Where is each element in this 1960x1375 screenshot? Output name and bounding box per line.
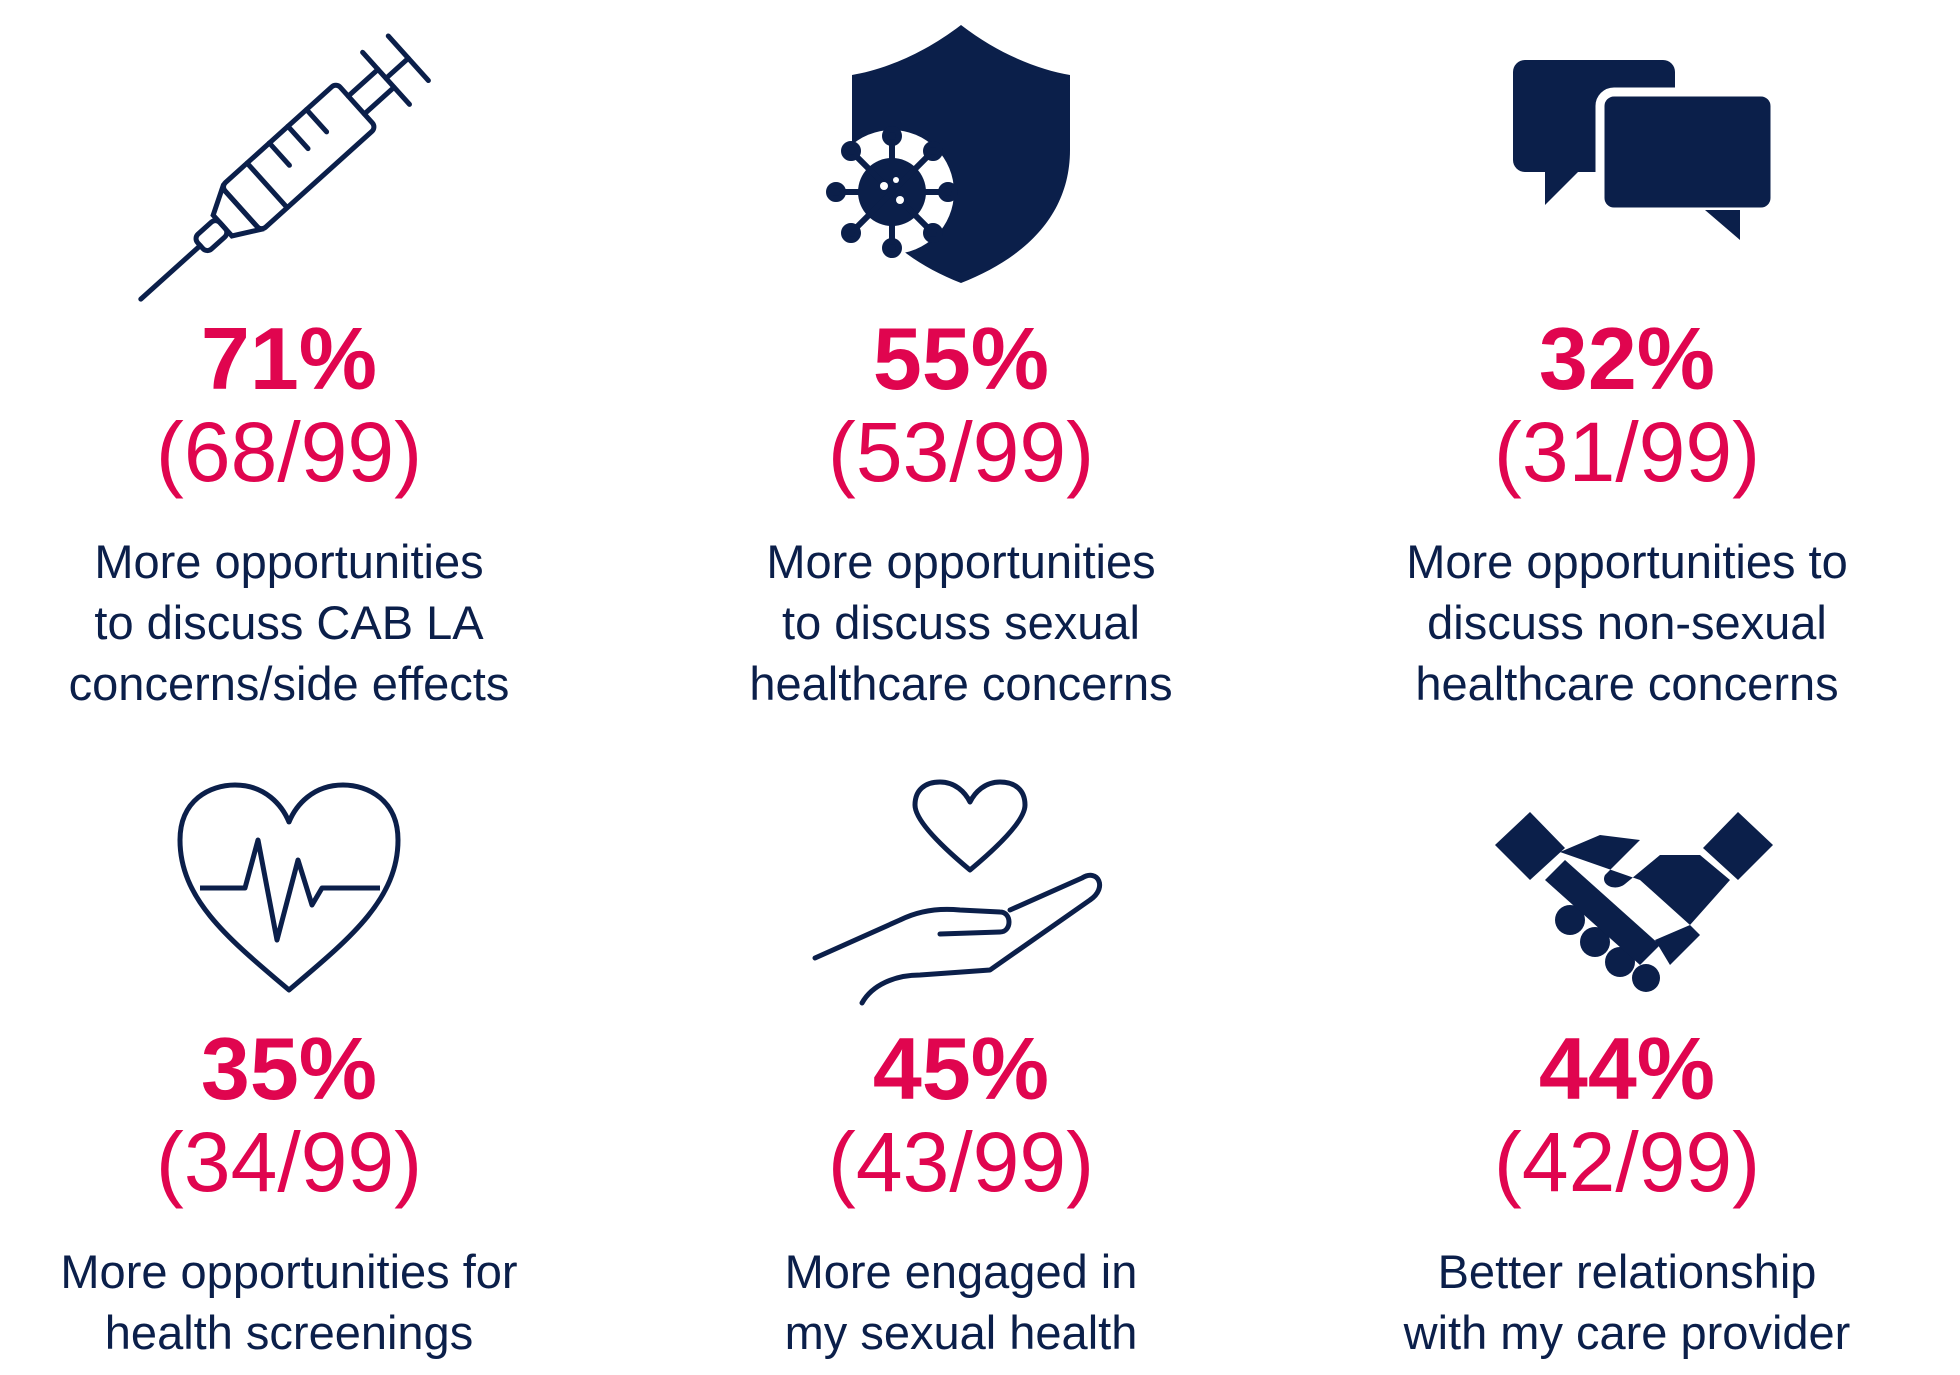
percent: 71% [200,309,378,408]
percent: 32% [1538,309,1716,408]
chat-icon [1513,60,1780,240]
hand-icon [812,779,1103,1006]
description-line: healthcare concerns [749,657,1173,710]
fraction: (53/99) [827,405,1095,499]
handshake-icon [1495,812,1773,992]
description-line: More engaged in [784,1245,1138,1298]
description-line: More opportunities to [1406,535,1848,588]
fraction: (42/99) [1493,1115,1761,1209]
description-line: discuss non-sexual [1427,596,1827,649]
fraction: (43/99) [827,1115,1095,1209]
syringe-icon [138,33,431,302]
fraction: (31/99) [1493,405,1761,499]
description-line: to discuss CAB LA [94,596,484,649]
fraction: (34/99) [155,1115,423,1209]
percent: 55% [872,309,1050,408]
description-line: with my care provider [1403,1306,1851,1359]
percent: 35% [200,1019,378,1118]
fraction: (68/99) [155,405,423,499]
percent: 45% [872,1019,1050,1118]
shield-icon [826,25,1070,283]
description-line: to discuss sexual [782,596,1140,649]
description-line: More opportunities for [60,1245,518,1298]
description-line: More opportunities [94,535,484,588]
description-line: healthcare concerns [1415,657,1839,710]
description-line: More opportunities [766,535,1156,588]
percent: 44% [1538,1019,1716,1118]
description-line: Better relationship [1437,1245,1817,1298]
description-line: health screenings [104,1306,474,1359]
description-line: my sexual health [784,1306,1138,1359]
heart-icon [177,782,401,993]
description-line: concerns/side effects [68,657,510,710]
